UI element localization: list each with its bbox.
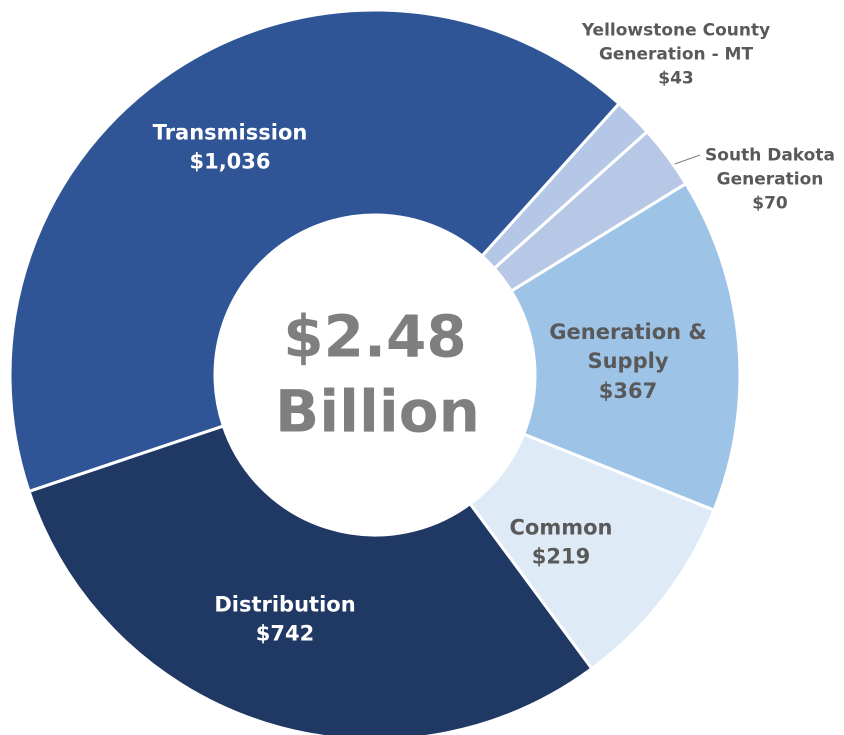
slice-label: Generation & Supply $367 (548, 318, 708, 406)
slice-label: Yellowstone County Generation - MT $43 (561, 19, 791, 90)
slice-label: South Dakota Generation $70 (695, 144, 844, 215)
value-label: $1,036 (189, 150, 271, 174)
value-label: $367 (598, 378, 658, 403)
leader-line (671, 154, 701, 166)
value-label: $70 (752, 192, 788, 213)
category-label: Yellowstone County Generation - MT (581, 20, 771, 65)
category-label: Distribution (214, 592, 356, 617)
category-label: South Dakota Generation (705, 145, 835, 190)
slice (27, 424, 594, 735)
category-label: Generation & Supply (549, 319, 707, 374)
center-label: $2.48 Billion (275, 302, 480, 446)
category-label: Transmission (152, 120, 308, 145)
value-label: $43 (658, 67, 694, 88)
slice-label: Transmission $1,036 (130, 119, 330, 178)
slice (8, 8, 622, 494)
slice-label: Common $219 (486, 514, 636, 573)
value-label: $742 (255, 622, 315, 646)
category-label: Common (509, 515, 613, 540)
value-label: $219 (531, 545, 591, 569)
slice (509, 181, 742, 513)
slice-label: Distribution $742 (185, 591, 385, 650)
